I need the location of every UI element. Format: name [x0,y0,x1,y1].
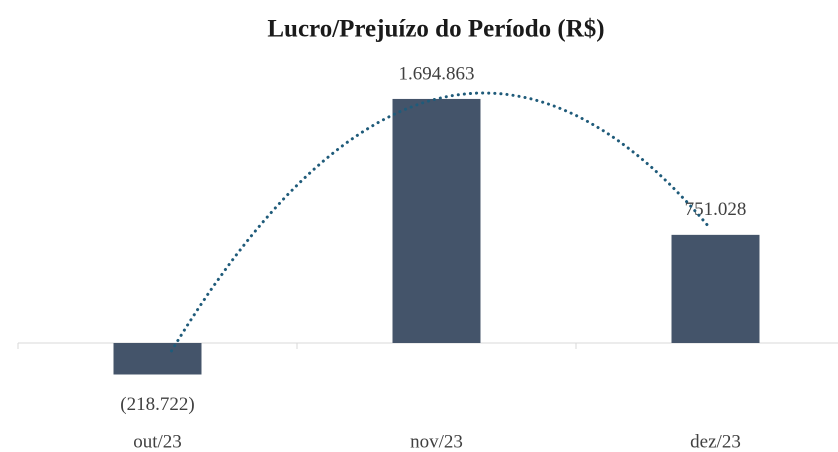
x-tick-label: nov/23 [410,431,463,452]
bar [671,234,760,343]
bar [392,98,481,343]
bar [113,343,202,375]
data-label: 1.694.863 [399,63,475,84]
x-tick-label: out/23 [133,431,182,452]
data-label: (218.722) [120,394,194,415]
x-tick-label: dez/23 [690,431,741,452]
trendline [170,91,709,353]
chart-title: Lucro/Prejuízo do Período (R$) [267,16,604,43]
